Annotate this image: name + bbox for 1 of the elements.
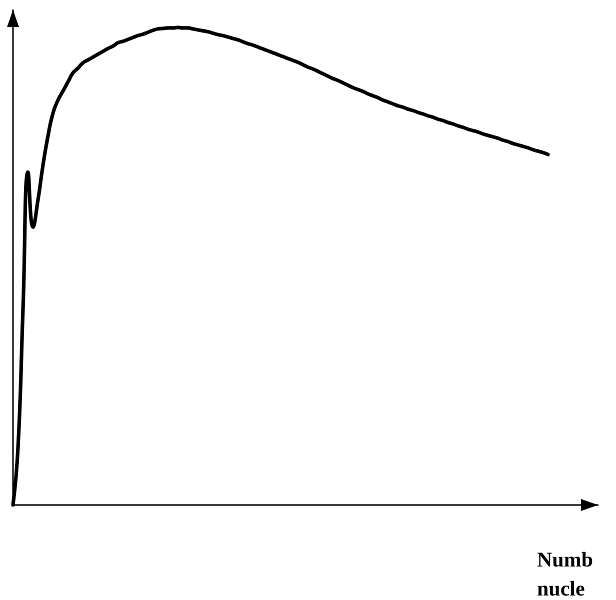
x-axis-title: Numb nucle [537,548,598,600]
